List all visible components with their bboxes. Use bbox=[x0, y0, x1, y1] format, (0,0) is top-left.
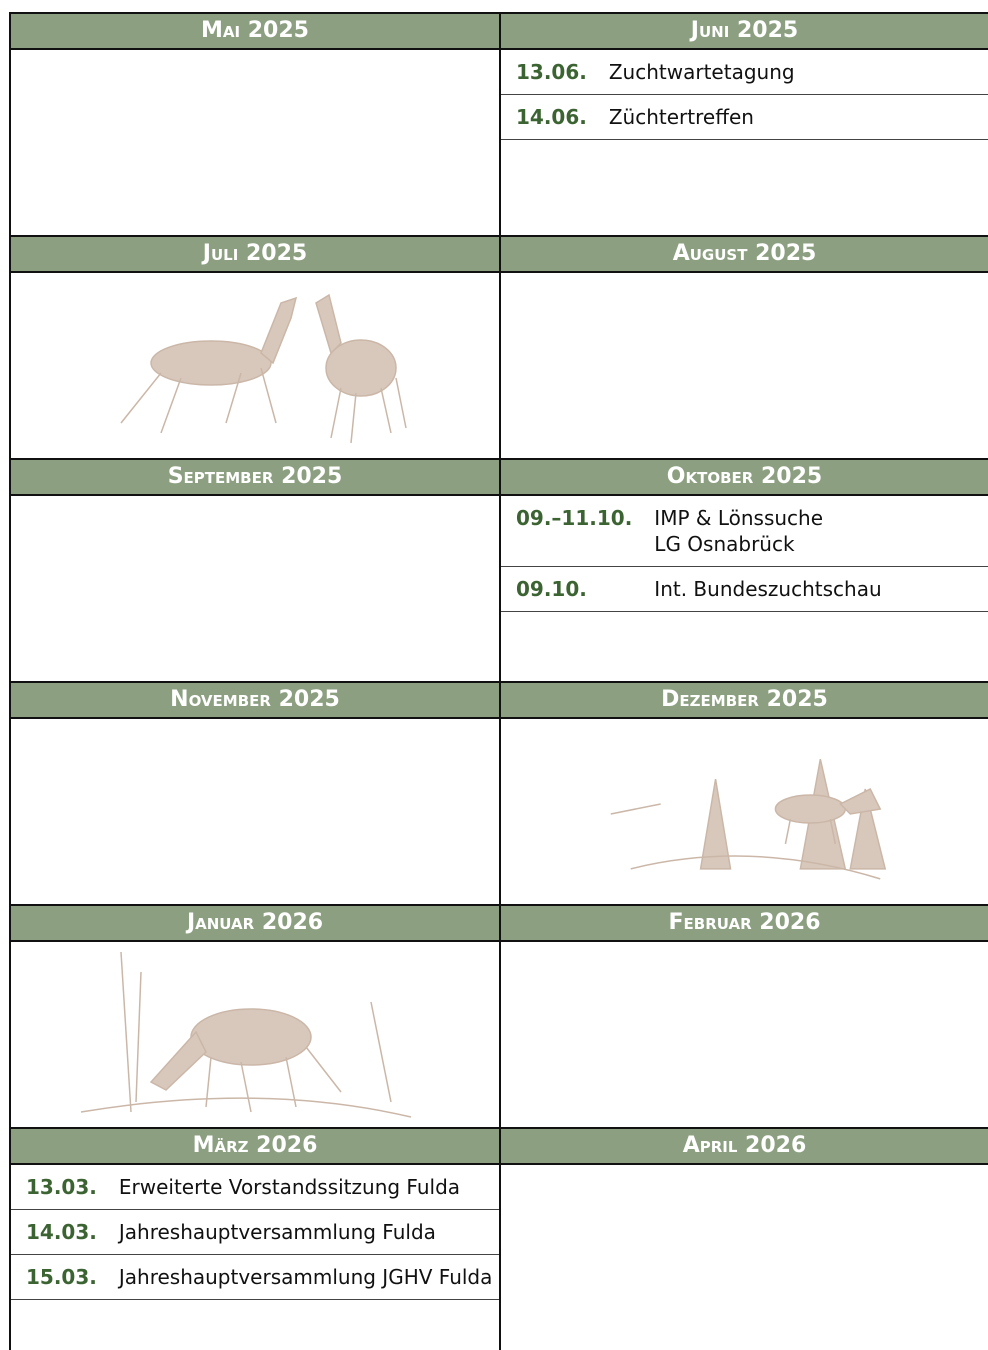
event-date: 13.06. bbox=[516, 60, 587, 84]
month: März 2026 13.03. Erweiterte Vorstandssitzu… bbox=[9, 1127, 500, 1350]
event-date: 13.03. bbox=[26, 1175, 97, 1199]
event-line: Int. Bundeszuchtschau bbox=[654, 577, 882, 601]
month-header: Juli 2025 bbox=[11, 235, 499, 273]
event-row: 13.03. Erweiterte Vorstandssitzung Fulda bbox=[11, 1165, 499, 1210]
event-text: Erweiterte Vorstandssitzung Fulda bbox=[119, 1174, 460, 1200]
event-text: IMP & Lönssuche LG Osnabrück bbox=[654, 505, 823, 557]
event-date: 09.–11.10. bbox=[516, 506, 633, 530]
event-date: 14.03. bbox=[26, 1220, 97, 1244]
event-row: 15.03. Jahreshauptversammlung JGHV Fulda bbox=[11, 1255, 499, 1300]
month-header: März 2026 bbox=[11, 1127, 499, 1165]
event-date: 15.03. bbox=[26, 1265, 97, 1289]
event-text: Zuchtwartetagung bbox=[609, 59, 795, 85]
event-text: Jahreshauptversammlung JGHV Fulda bbox=[119, 1264, 493, 1290]
month-header: Dezember 2025 bbox=[501, 681, 988, 719]
event-line: Erweiterte Vorstandssitzung Fulda bbox=[118, 1175, 461, 1199]
month-header: Februar 2026 bbox=[501, 904, 988, 942]
event-line: IMP & Lönssuche bbox=[654, 506, 824, 530]
event-text: Jahreshauptversammlung Fulda bbox=[119, 1219, 436, 1245]
event-text: Int. Bundeszuchtschau bbox=[654, 576, 881, 602]
event-line: Jahreshauptversammlung Fulda bbox=[118, 1220, 436, 1244]
month: Juli 2025 bbox=[9, 235, 500, 458]
event-row: 09.–11.10. IMP & Lönssuche LG Osnabrück bbox=[501, 496, 988, 567]
month-header: Januar 2026 bbox=[11, 904, 499, 942]
month: August 2025 bbox=[500, 235, 988, 458]
month-header: Oktober 2025 bbox=[501, 458, 988, 496]
illustration bbox=[120, 293, 407, 444]
month-header: April 2026 bbox=[501, 1127, 988, 1165]
event-text: Züchtertreffen bbox=[609, 104, 754, 130]
month: Oktober 2025 09.–11.10. IMP & Lönssuche LG … bbox=[500, 458, 988, 681]
event-row: 14.03. Jahreshauptversammlung Fulda bbox=[11, 1210, 499, 1255]
month: Mai 2025 bbox=[9, 12, 500, 235]
month: September 2025 bbox=[9, 458, 500, 681]
event-line: LG Osnabrück bbox=[654, 532, 795, 556]
month: November 2025 bbox=[9, 681, 500, 904]
event-row: 13.06. Zuchtwartetagung bbox=[501, 50, 988, 95]
month: April 2026 bbox=[500, 1127, 988, 1350]
event-line: Zuchtwartetagung bbox=[608, 60, 795, 84]
event-date: 14.06. bbox=[516, 105, 587, 129]
month: Dezember 2025 bbox=[500, 681, 988, 904]
event-row: 14.06. Züchtertreffen bbox=[501, 95, 988, 140]
illustration bbox=[80, 951, 412, 1118]
month-header: August 2025 bbox=[501, 235, 988, 273]
illustration bbox=[610, 758, 887, 880]
month-header: September 2025 bbox=[11, 458, 499, 496]
event-line: Jahreshauptversammlung JGHV Fulda bbox=[118, 1265, 493, 1289]
event-line: Züchtertreffen bbox=[608, 105, 754, 129]
month: Februar 2026 bbox=[500, 904, 988, 1127]
month: Juni 2025 13.06. Zuchtwartetagung 14.06. Züc… bbox=[500, 12, 988, 235]
month-header: Juni 2025 bbox=[501, 12, 988, 50]
month-header: November 2025 bbox=[11, 681, 499, 719]
event-date: 09.10. bbox=[516, 577, 587, 601]
event-row: 09.10. Int. Bundeszuchtschau bbox=[501, 567, 988, 612]
month: Januar 2026 bbox=[9, 904, 500, 1127]
month-header: Mai 2025 bbox=[11, 12, 499, 50]
